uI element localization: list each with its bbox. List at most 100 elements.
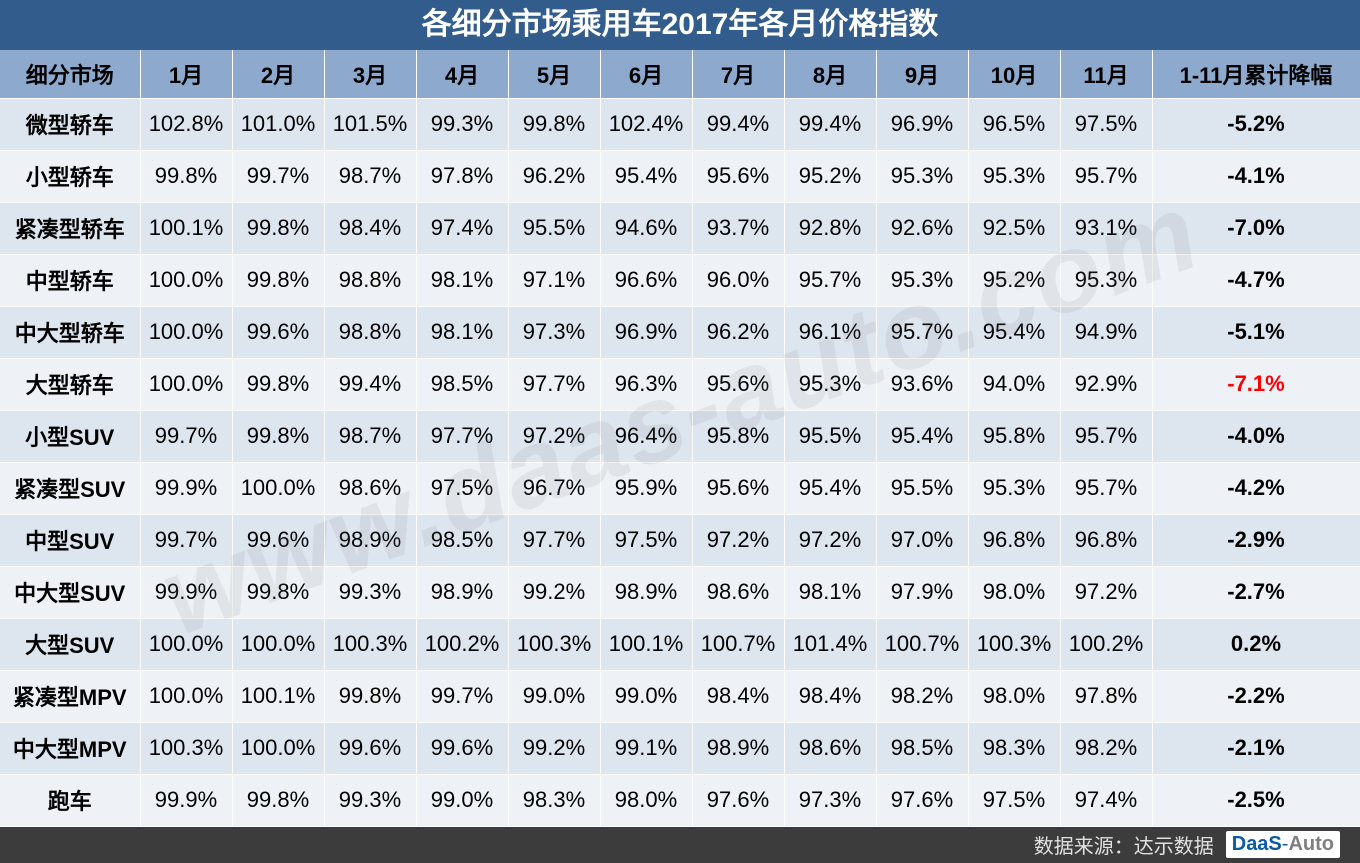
value-cell: 100.0% [232, 618, 324, 670]
value-cell: 100.2% [1060, 618, 1152, 670]
column-header: 4月 [416, 50, 508, 98]
value-cell: 96.8% [1060, 514, 1152, 566]
value-cell: 92.6% [876, 202, 968, 254]
summary-cell: 0.2% [1152, 618, 1360, 670]
value-cell: 96.3% [600, 358, 692, 410]
value-cell: 97.2% [784, 514, 876, 566]
value-cell: 95.3% [1060, 254, 1152, 306]
logo-part: D [1232, 833, 1246, 856]
value-cell: 98.3% [968, 722, 1060, 774]
logo-part: Auto [1288, 833, 1334, 856]
value-cell: 98.2% [876, 670, 968, 722]
value-cell: 96.6% [600, 254, 692, 306]
column-header: 6月 [600, 50, 692, 98]
value-cell: 98.4% [692, 670, 784, 722]
value-cell: 97.6% [692, 774, 784, 826]
category-cell: 中型SUV [0, 514, 140, 566]
table-row: 中型轿车100.0%99.8%98.8%98.1%97.1%96.6%96.0%… [0, 254, 1360, 306]
logo-part: - [1282, 833, 1289, 856]
value-cell: 99.8% [508, 98, 600, 150]
value-cell: 99.9% [140, 774, 232, 826]
table-row: 紧凑型SUV99.9%100.0%98.6%97.5%96.7%95.9%95.… [0, 462, 1360, 514]
column-header: 11月 [1060, 50, 1152, 98]
value-cell: 102.8% [140, 98, 232, 150]
table-row: 中大型SUV99.9%99.8%99.3%98.9%99.2%98.9%98.6… [0, 566, 1360, 618]
value-cell: 98.6% [324, 462, 416, 514]
value-cell: 99.9% [140, 462, 232, 514]
value-cell: 98.5% [416, 514, 508, 566]
value-cell: 99.6% [324, 722, 416, 774]
value-cell: 98.9% [692, 722, 784, 774]
table-row: 大型SUV100.0%100.0%100.3%100.2%100.3%100.1… [0, 618, 1360, 670]
value-cell: 102.4% [600, 98, 692, 150]
value-cell: 98.6% [692, 566, 784, 618]
column-header: 1月 [140, 50, 232, 98]
value-cell: 97.7% [416, 410, 508, 462]
category-cell: 紧凑型MPV [0, 670, 140, 722]
value-cell: 92.9% [1060, 358, 1152, 410]
value-cell: 100.1% [140, 202, 232, 254]
value-cell: 99.9% [140, 566, 232, 618]
summary-cell: -2.1% [1152, 722, 1360, 774]
value-cell: 93.1% [1060, 202, 1152, 254]
table-row: 紧凑型轿车100.1%99.8%98.4%97.4%95.5%94.6%93.7… [0, 202, 1360, 254]
value-cell: 99.6% [416, 722, 508, 774]
value-cell: 98.8% [324, 306, 416, 358]
value-cell: 97.8% [416, 150, 508, 202]
value-cell: 99.6% [232, 306, 324, 358]
table-row: 大型轿车100.0%99.8%99.4%98.5%97.7%96.3%95.6%… [0, 358, 1360, 410]
value-cell: 95.7% [1060, 410, 1152, 462]
value-cell: 97.5% [968, 774, 1060, 826]
value-cell: 100.0% [232, 722, 324, 774]
value-cell: 97.7% [508, 358, 600, 410]
value-cell: 94.0% [968, 358, 1060, 410]
value-cell: 99.8% [232, 358, 324, 410]
value-cell: 96.8% [968, 514, 1060, 566]
value-cell: 98.0% [968, 566, 1060, 618]
value-cell: 100.3% [140, 722, 232, 774]
column-header: 7月 [692, 50, 784, 98]
value-cell: 100.0% [140, 306, 232, 358]
summary-cell: -5.2% [1152, 98, 1360, 150]
value-cell: 98.8% [324, 254, 416, 306]
value-cell: 99.8% [232, 566, 324, 618]
value-cell: 97.1% [508, 254, 600, 306]
value-cell: 95.2% [968, 254, 1060, 306]
table-title: 各细分市场乘用车2017年各月价格指数 [0, 0, 1360, 50]
value-cell: 95.7% [1060, 150, 1152, 202]
value-cell: 95.7% [1060, 462, 1152, 514]
value-cell: 95.5% [784, 410, 876, 462]
value-cell: 95.7% [876, 306, 968, 358]
value-cell: 93.6% [876, 358, 968, 410]
value-cell: 99.7% [140, 410, 232, 462]
value-cell: 95.3% [968, 150, 1060, 202]
table-row: 中大型轿车100.0%99.6%98.8%98.1%97.3%96.9%96.2… [0, 306, 1360, 358]
value-cell: 98.1% [416, 306, 508, 358]
summary-cell: -2.7% [1152, 566, 1360, 618]
value-cell: 99.7% [232, 150, 324, 202]
category-cell: 紧凑型SUV [0, 462, 140, 514]
value-cell: 95.8% [692, 410, 784, 462]
value-cell: 101.5% [324, 98, 416, 150]
value-cell: 99.7% [416, 670, 508, 722]
summary-cell: -4.1% [1152, 150, 1360, 202]
value-cell: 97.2% [508, 410, 600, 462]
summary-cell: -2.9% [1152, 514, 1360, 566]
summary-cell: -2.2% [1152, 670, 1360, 722]
price-index-table: 细分市场1月2月3月4月5月6月7月8月9月10月11月1-11月累计降幅 微型… [0, 50, 1360, 827]
value-cell: 98.9% [600, 566, 692, 618]
category-cell: 小型SUV [0, 410, 140, 462]
column-header: 9月 [876, 50, 968, 98]
value-cell: 97.8% [1060, 670, 1152, 722]
value-cell: 100.0% [140, 358, 232, 410]
value-cell: 96.1% [784, 306, 876, 358]
value-cell: 97.9% [876, 566, 968, 618]
value-cell: 101.0% [232, 98, 324, 150]
value-cell: 98.2% [1060, 722, 1152, 774]
value-cell: 99.0% [600, 670, 692, 722]
value-cell: 97.5% [416, 462, 508, 514]
category-cell: 中大型轿车 [0, 306, 140, 358]
value-cell: 96.2% [508, 150, 600, 202]
value-cell: 97.4% [1060, 774, 1152, 826]
value-cell: 98.4% [784, 670, 876, 722]
